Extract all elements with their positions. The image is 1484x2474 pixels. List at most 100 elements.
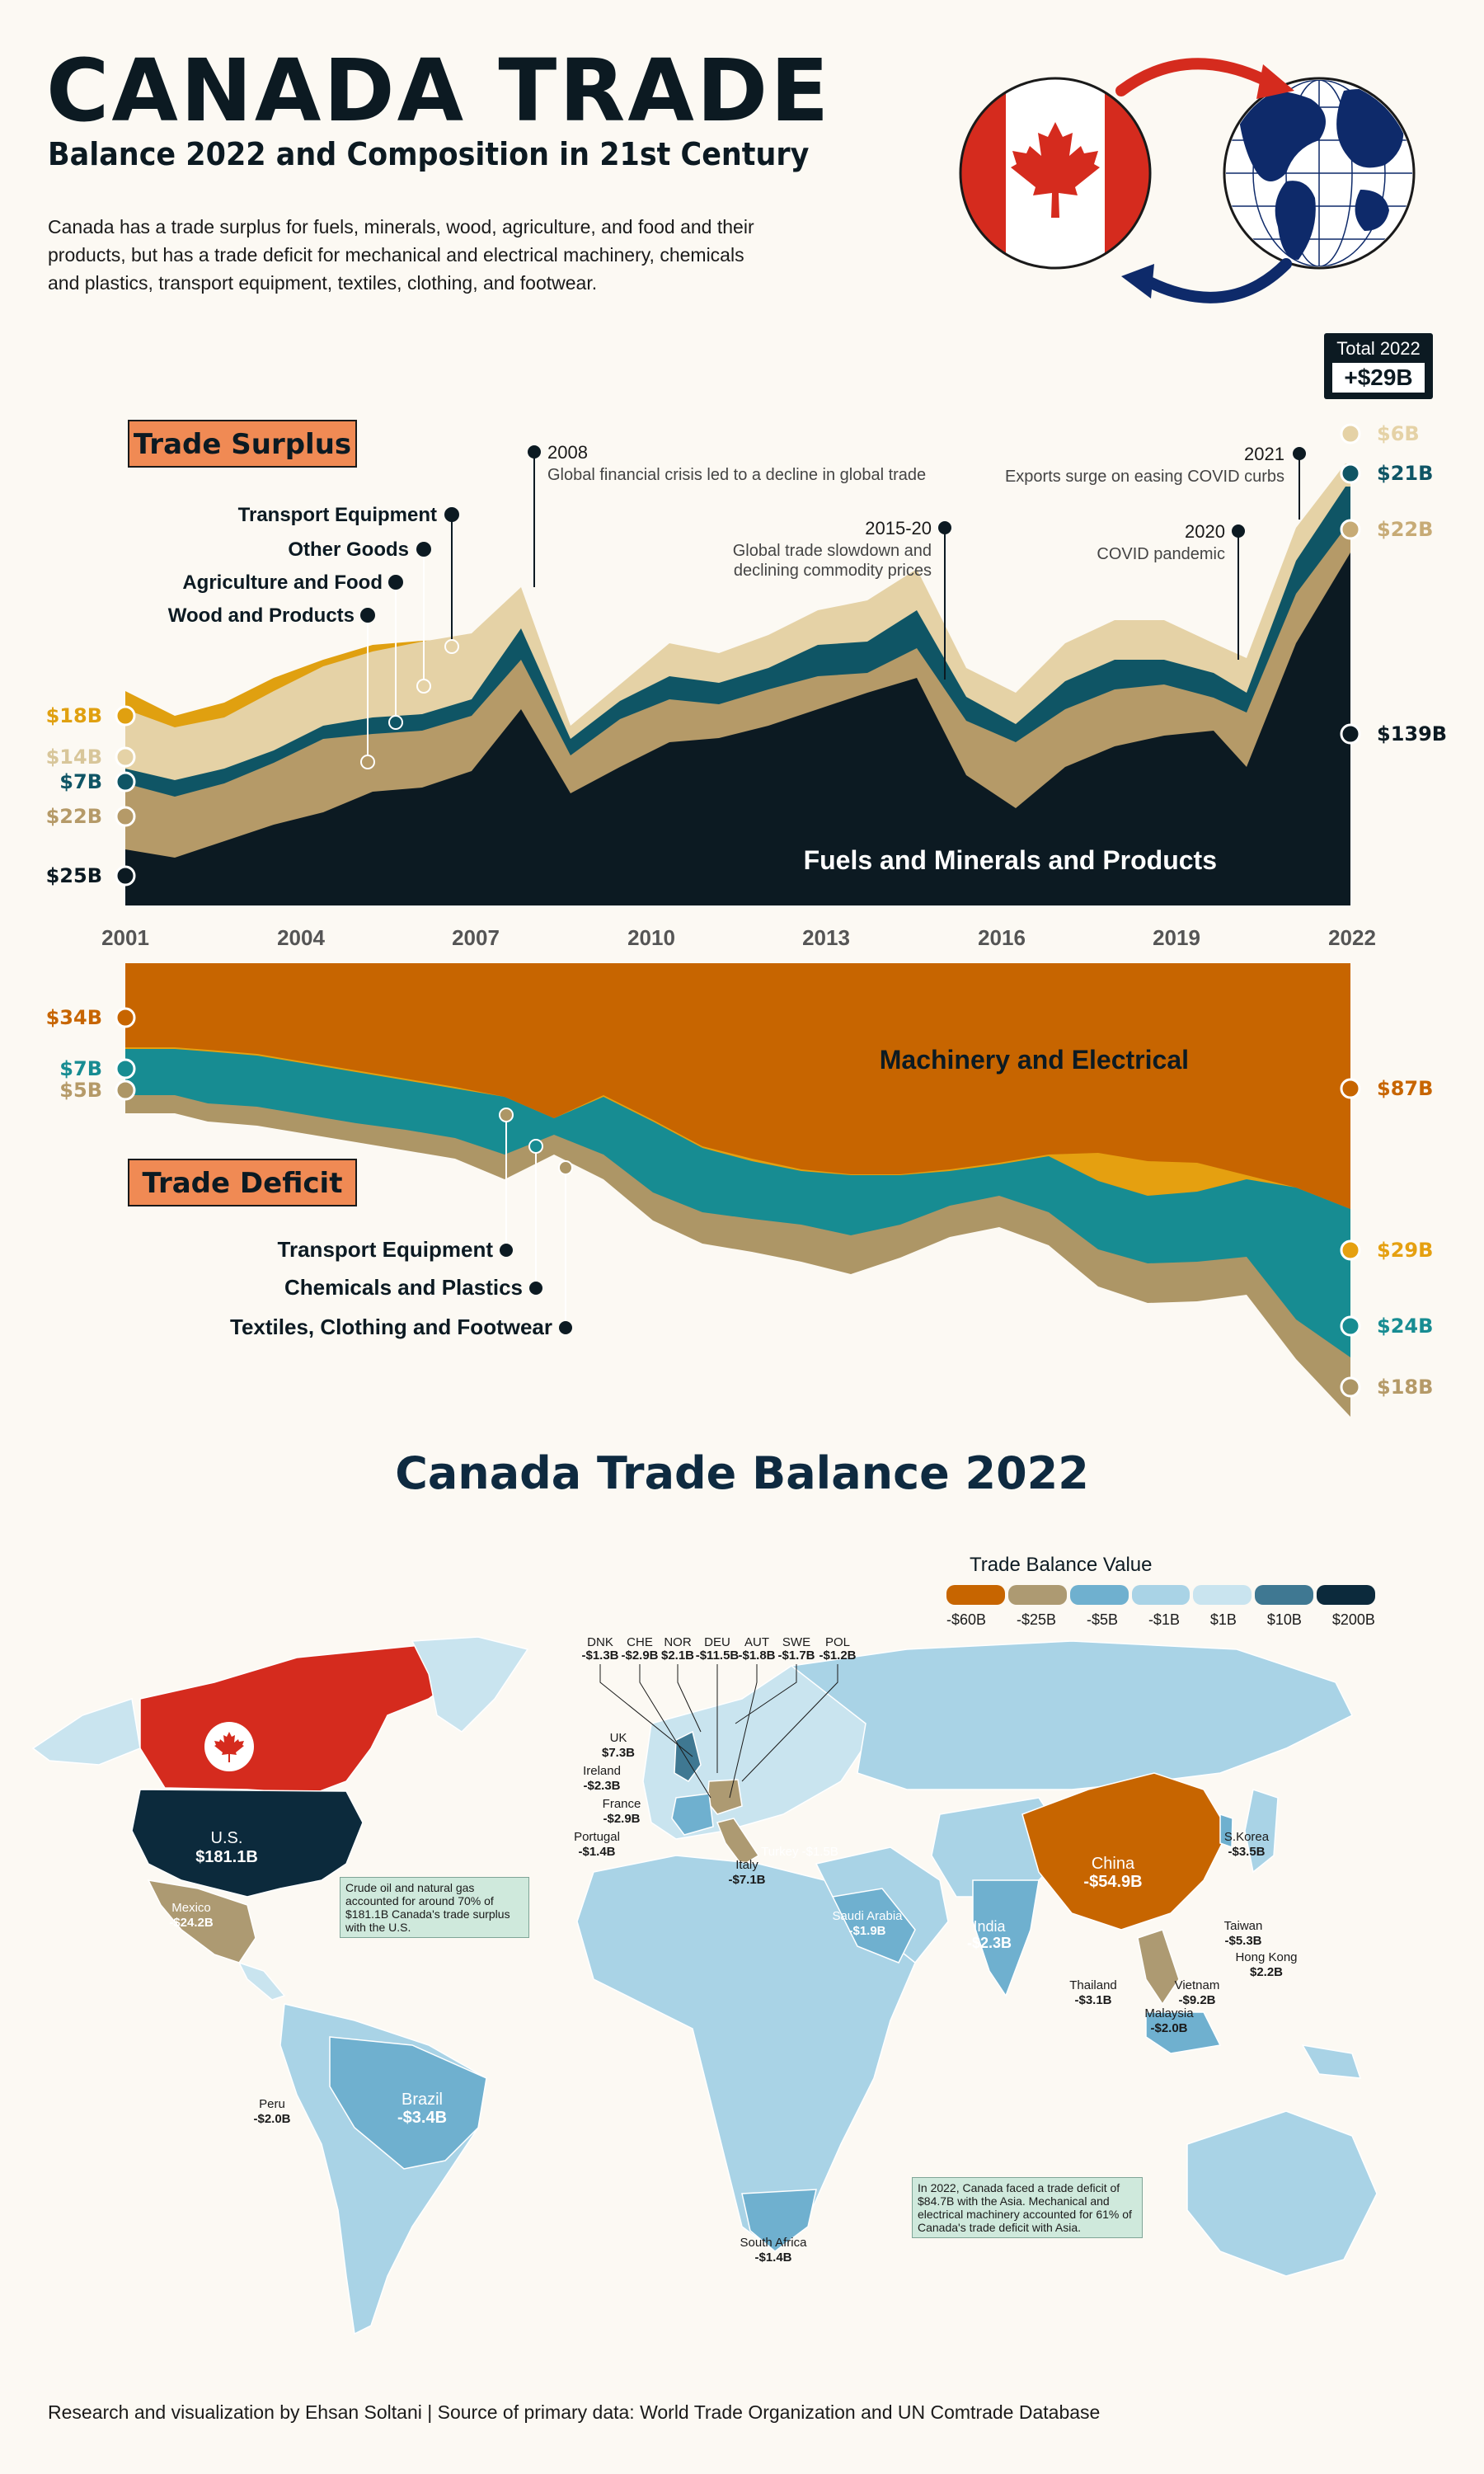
svg-text:-$2.9B: -$2.9B	[603, 1812, 640, 1826]
area-fuels-minerals	[125, 553, 1350, 905]
callout-wood-products: Wood and Products	[168, 604, 355, 627]
map-korea	[1219, 1813, 1233, 1849]
area-machinery	[125, 963, 1350, 1209]
svg-text:Portugal: Portugal	[574, 1830, 620, 1844]
deficit-areas	[125, 963, 1350, 1417]
svg-text:declining commodity prices: declining commodity prices	[734, 562, 932, 580]
annotation-2021-text: Exports surge on easing COVID curbs	[1005, 468, 1284, 486]
svg-text:-$2.0B: -$2.0B	[1150, 2021, 1187, 2035]
svg-text:Malaysia: Malaysia	[1144, 2006, 1194, 2020]
annotation-2008-text: Global financial crisis led to a decline…	[547, 466, 926, 484]
svg-text:$22B: $22B	[1377, 518, 1433, 541]
x-tick: 2022	[1328, 925, 1376, 950]
x-tick: 2013	[802, 925, 850, 950]
callout-other-goods: Other Goods	[288, 539, 409, 561]
svg-text:Hong Kong: Hong Kong	[1235, 1950, 1297, 1964]
svg-text:Italy: Italy	[735, 1858, 758, 1872]
svg-text:$24B: $24B	[1377, 1315, 1433, 1338]
svg-text:South Africa: South Africa	[740, 2236, 808, 2250]
svg-text:UK: UK	[610, 1731, 627, 1745]
callout-transport-deficit: Transport Equipment	[278, 1237, 494, 1262]
svg-text:AUT: AUT	[744, 1635, 769, 1649]
map-mexico	[147, 1879, 256, 1964]
map-italy	[716, 1818, 760, 1866]
arrow-to-world-icon	[1115, 58, 1275, 96]
svg-text:$6B: $6B	[1377, 422, 1420, 445]
svg-text:-$3.5B: -$3.5B	[1228, 1845, 1265, 1859]
svg-text:$18B: $18B	[46, 704, 102, 727]
deficit-left-values: $34B $7B $5B	[46, 1006, 136, 1102]
total-2022-badge: Total 2022 +$29B	[1324, 333, 1433, 399]
svg-text:DNK: DNK	[587, 1635, 613, 1649]
svg-text:$34B: $34B	[46, 1006, 102, 1029]
svg-text:Ireland: Ireland	[583, 1764, 621, 1778]
us-note: Crude oil and natural gas accounted for …	[340, 1877, 529, 1938]
legend-title: Trade Balance Value	[970, 1554, 1153, 1576]
svg-text:India: India	[973, 1918, 1006, 1935]
legend-color-bar	[946, 1585, 1376, 1605]
svg-text:-$1.9B: -$1.9B	[848, 1924, 885, 1938]
page-subtitle: Balance 2022 and Composition in 21st Cen…	[48, 136, 810, 172]
svg-text:-$1.4B: -$1.4B	[754, 2251, 791, 2265]
svg-text:$181.1B: $181.1B	[195, 1848, 258, 1866]
svg-text:France: France	[603, 1797, 641, 1811]
svg-text:-$2.9B: -$2.9B	[621, 1649, 658, 1663]
svg-text:-$9.2B: -$9.2B	[1178, 1993, 1215, 2007]
map-brazil	[329, 2036, 487, 2170]
map-land	[31, 1636, 1378, 2335]
map-south-africa	[741, 2189, 817, 2252]
map-germany	[707, 1779, 743, 1815]
svg-text:-$11.5B: -$11.5B	[696, 1649, 740, 1663]
map-china	[1021, 1772, 1229, 1931]
svg-text:$7.3B: $7.3B	[602, 1746, 635, 1760]
x-tick: 2019	[1153, 925, 1200, 950]
annotation-2008-year: 2008	[547, 442, 588, 463]
surplus-label-box	[128, 420, 357, 468]
svg-text:$21B: $21B	[1377, 462, 1433, 485]
map-india	[972, 1879, 1040, 1997]
annotation-2015-text: Global trade slowdown and	[733, 542, 932, 560]
surplus-left-values: $18B $14B $7B $22B $25B	[46, 704, 136, 887]
svg-text:Thailand: Thailand	[1069, 1978, 1117, 1992]
map-usa	[131, 1789, 364, 1898]
map-title: Canada Trade Balance 2022	[395, 1447, 1089, 1499]
deficit-label-box	[128, 1159, 357, 1206]
svg-text:Mexico: Mexico	[171, 1901, 211, 1915]
svg-text:-$24.2B: -$24.2B	[169, 1916, 214, 1930]
intro-text: Canada has a trade surplus for fuels, mi…	[48, 216, 754, 294]
svg-text:-$3.4B: -$3.4B	[397, 2109, 447, 2127]
callout-textiles: Textiles, Clothing and Footwear	[230, 1315, 552, 1339]
map-canada-flag-icon	[204, 1722, 254, 1771]
asia-note: In 2022, Canada faced a trade deficit of…	[912, 2177, 1143, 2238]
svg-text:Brazil: Brazil	[402, 2091, 443, 2109]
svg-text:China: China	[1092, 1855, 1135, 1873]
deficit-callouts: Transport Equipment Chemicals and Plasti…	[230, 1237, 552, 1339]
svg-text:-$1.8B: -$1.8B	[738, 1649, 775, 1663]
svg-text:Turkey -$1.5B: Turkey -$1.5B	[761, 1845, 838, 1859]
svg-text:-$2.0B: -$2.0B	[253, 2112, 290, 2126]
annotation-2015-year: 2015-20	[865, 518, 932, 539]
svg-text:$87B: $87B	[1377, 1077, 1433, 1100]
surplus-areas	[125, 463, 1350, 905]
legend-ticks: -$60B -$25B -$5B -$1B $1B $10B $200B	[946, 1611, 1375, 1628]
europe-labels: DNK-$1.3B CHE-$2.9B NOR$2.1B DEU-$11.5B …	[581, 1635, 856, 1663]
svg-text:$7B: $7B	[59, 770, 102, 793]
svg-text:-$2.3B: -$2.3B	[583, 1779, 620, 1793]
svg-text:-$3.1B: -$3.1B	[1074, 1993, 1111, 2007]
map-uk	[674, 1730, 702, 1782]
svg-text:$139B: $139B	[1377, 722, 1447, 745]
map-legend: Trade Balance Value -$60B -$25B -$5B -$1…	[946, 1554, 1376, 1629]
svg-text:$22B: $22B	[46, 805, 102, 828]
machinery-label: Machinery and Electrical	[880, 1045, 1189, 1075]
x-tick: 2001	[101, 925, 149, 950]
svg-text:POL: POL	[825, 1635, 850, 1649]
page-title: CANADA TRADE	[46, 40, 832, 141]
x-tick: 2007	[452, 925, 500, 950]
annotation-2020-text: COVID pandemic	[1097, 545, 1225, 563]
callout-transport-equipment: Transport Equipment	[238, 504, 437, 526]
svg-text:-$1.7B: -$1.7B	[777, 1649, 815, 1663]
svg-text:DEU: DEU	[704, 1635, 730, 1649]
svg-text:-$7.1B: -$7.1B	[728, 1873, 765, 1887]
fuels-label: Fuels and Minerals and Products	[804, 845, 1217, 875]
svg-text:SWE: SWE	[782, 1635, 810, 1649]
